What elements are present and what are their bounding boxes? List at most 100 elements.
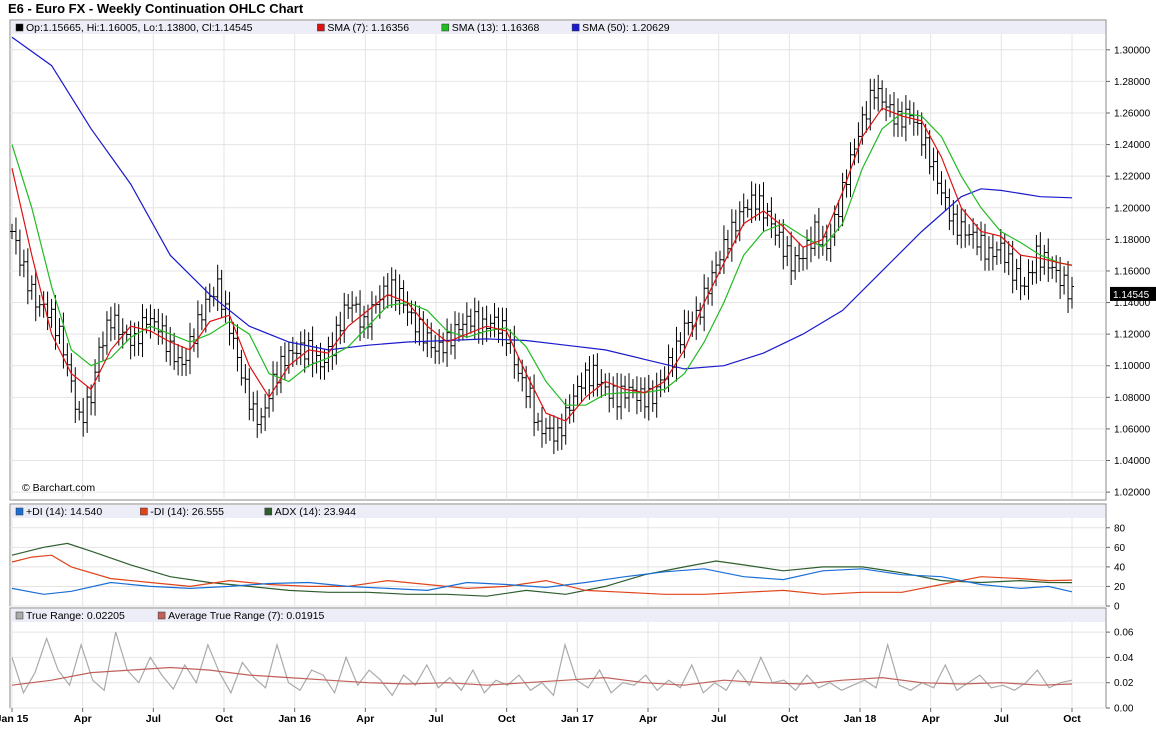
ohlc-bar (484, 305, 489, 342)
y-tick-label: 1.10000 (1114, 361, 1151, 372)
legend-bar-dmi (11, 505, 1105, 518)
ohlc-bar (219, 269, 224, 319)
ohlc-bar (57, 317, 62, 344)
ohlc-bar (1026, 259, 1031, 300)
ohlc-bar (551, 415, 556, 455)
ohlc-bar (401, 280, 406, 314)
x-tick-label: Apr (639, 713, 657, 725)
legend-swatch (15, 507, 24, 516)
ohlc-bar (100, 331, 105, 362)
ohlc-bar (184, 348, 189, 377)
ohlc-bar (1062, 266, 1067, 295)
ohlc-bar (350, 291, 355, 323)
ohlc-bar (785, 236, 790, 267)
ohlc-bar (488, 314, 493, 338)
ohlc-bar (413, 301, 418, 344)
ohlc-bar (654, 372, 659, 418)
legend-bar-price (11, 21, 1105, 34)
ohlc-bar (116, 304, 121, 346)
ohlc-bar (884, 87, 889, 122)
ohlc-bar (919, 112, 924, 156)
ohlc-bar (638, 377, 643, 413)
ohlc-bar (144, 308, 149, 334)
sma50-line (11, 36, 1073, 370)
sma13-line (11, 112, 1073, 406)
ohlc-bar (199, 304, 204, 331)
ohlc-bar (895, 98, 900, 138)
ohlc-bar (21, 249, 26, 278)
x-tick-label: Oct (1063, 713, 1081, 725)
true-range-line (11, 631, 1073, 697)
ohlc-bar (187, 322, 192, 375)
ohlc-bar (25, 248, 30, 305)
y-tick-label: 1.12000 (1114, 330, 1151, 341)
ohlc-bar (195, 300, 200, 358)
last-price-label: 1.14545 (1113, 290, 1150, 301)
ohlc-bar (251, 391, 256, 422)
ohlc-bar (947, 188, 952, 230)
ohlc-bar (646, 374, 651, 421)
ohlc-bar (1054, 255, 1059, 283)
x-tick-label: Oct (498, 713, 516, 725)
legend-swatch (157, 611, 166, 620)
legend-swatch (317, 23, 325, 32)
ohlc-bar (362, 305, 367, 339)
ohlc-bar (990, 234, 995, 271)
y-tick-label: 1.18000 (1114, 235, 1151, 246)
ohlc-bar (536, 412, 541, 431)
ohlc-bar (112, 303, 117, 340)
ohlc-bar (903, 95, 908, 142)
ohlc-bar (1018, 254, 1023, 301)
ohlc-bar (805, 229, 809, 270)
ohlc-bar (864, 101, 869, 133)
ohlc-bar (931, 147, 936, 181)
ohlc-bar (1022, 276, 1027, 296)
ohlc-bar (852, 138, 857, 166)
ohlc-bar (880, 80, 885, 111)
ohlc-bar (160, 313, 165, 345)
ohlc-bar (65, 343, 70, 377)
ohlc-bar (630, 379, 635, 399)
y-tick-label: 0 (1114, 602, 1120, 613)
ohlc-bar (108, 306, 113, 342)
ohlc-bar (516, 356, 521, 382)
ohlc-bar (77, 400, 82, 421)
pane-tr (9, 607, 1107, 709)
ohlc-bar (555, 418, 560, 451)
ohlc-bar (156, 308, 161, 345)
ohlc-bar (678, 332, 683, 354)
ohlc-bar (927, 130, 932, 175)
ohlc-bar (259, 407, 264, 434)
legend-entry: +DI (14): 14.540 (26, 506, 102, 518)
ohlc-bar (773, 213, 778, 246)
ohlc-bar (180, 346, 185, 377)
ohlc-bar (888, 94, 893, 118)
ohlc-bar (172, 332, 177, 370)
ohlc-bar (1058, 256, 1063, 299)
x-tick-label: Apr (356, 713, 374, 725)
legend-swatch (15, 23, 24, 32)
legend-entry: SMA (50): 1.20629 (582, 22, 670, 34)
ohlc-bar (445, 318, 450, 367)
ohlc-bar (425, 318, 430, 358)
ohlc-bar (543, 417, 548, 444)
y-tick-label: 60 (1114, 543, 1126, 554)
ohlc-bar (797, 242, 802, 273)
ohlc-bar (741, 193, 746, 226)
ohlc-bar (37, 294, 42, 317)
ohlc-bar (93, 359, 98, 416)
ohlc-bar (982, 223, 987, 271)
ohlc-bar (267, 388, 272, 418)
ohlc-bar (81, 397, 86, 437)
ohlc-bar (710, 260, 715, 306)
ohlc-bar (326, 336, 331, 373)
legend-entry: True Range: 0.02205 (26, 610, 125, 622)
ohlc-bar (547, 415, 552, 441)
ohlc-bar (496, 307, 501, 343)
ohlc-bar (334, 316, 339, 365)
y-tick-label: 1.26000 (1114, 108, 1151, 119)
ohlc-bar (793, 246, 798, 280)
ohlc-bar (840, 172, 845, 227)
ohlc-bar (441, 332, 446, 363)
